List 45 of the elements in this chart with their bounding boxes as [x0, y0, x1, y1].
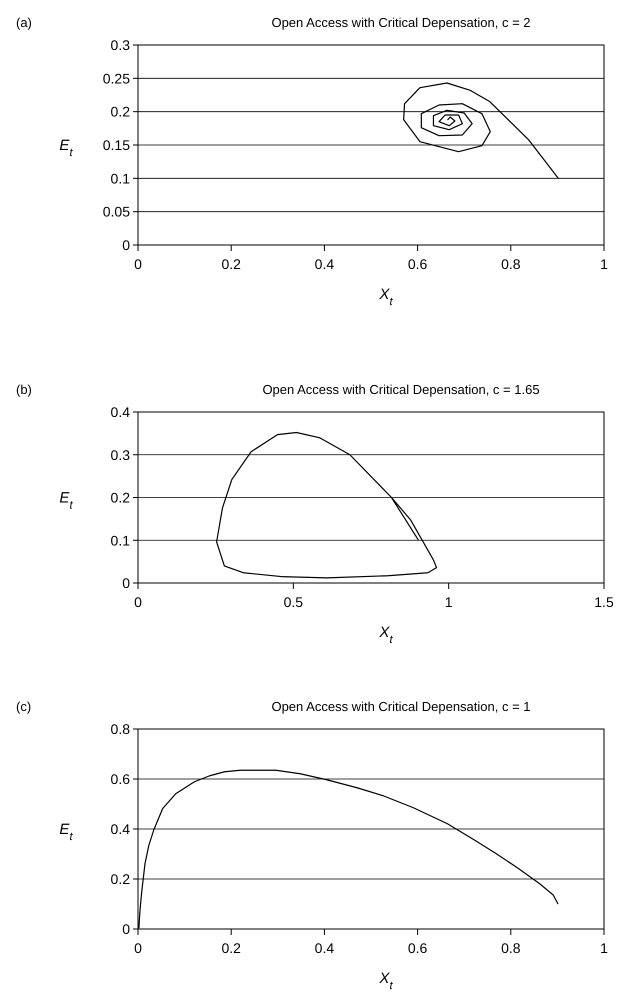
y-tick-label: 0.3 — [110, 446, 130, 463]
text: (a) — [16, 15, 32, 30]
y-tick-label: 0 — [122, 921, 130, 937]
y-tick-label: 0.8 — [110, 721, 130, 737]
y-tick-label: 0.25 — [102, 70, 130, 86]
y-tick-label: 0.2 — [110, 490, 130, 506]
x-axis-title: X$_{t}$ — [378, 970, 394, 992]
x-tick-label: 0.2 — [221, 940, 242, 956]
x-tick-label: 0.8 — [501, 256, 521, 272]
x-tick-label: 1 — [600, 256, 608, 272]
y-tick-label: 0.3 — [110, 37, 130, 53]
y-tick-label: 0.15 — [102, 137, 130, 153]
x-tick-label: 1.5 — [594, 594, 614, 610]
y-axis-title: E$_{t}$ — [59, 490, 74, 512]
y-axis-title: E$_{t}$ — [59, 137, 74, 159]
x-tick-label: 0.4 — [314, 940, 334, 956]
x-tick-label: 0 — [134, 256, 142, 272]
x-tick-label: 0.4 — [314, 256, 334, 272]
x-tick-label: 0.6 — [408, 940, 428, 956]
y-tick-label: 0.1 — [110, 170, 130, 186]
y-tick-label: 0.2 — [110, 104, 130, 120]
x-tick-label: 1 — [600, 940, 608, 956]
y-tick-label: 0 — [122, 237, 130, 253]
x-axis-title: X$_{t}$ — [378, 624, 394, 646]
x-tick-label: 0.2 — [221, 256, 242, 272]
chart-title: Open Access with Critical Depensation, c = 1 — [271, 699, 531, 714]
y-tick-label: 0 — [122, 575, 130, 591]
chart-title: Open Access with Critical Depensation, c = 1.65 — [262, 382, 540, 397]
text: (b) — [16, 382, 32, 397]
x-tick-label: 0 — [134, 940, 142, 956]
chart-title: Open Access with Critical Depensation, c = 2 — [271, 15, 531, 30]
y-tick-label: 0.6 — [110, 771, 130, 787]
x-tick-label: 0 — [134, 594, 142, 610]
y-tick-label: 0.2 — [110, 871, 130, 887]
y-tick-label: 0.05 — [102, 204, 130, 220]
x-axis-title: X$_{t}$ — [378, 286, 394, 308]
y-tick-label: 0.1 — [110, 532, 130, 548]
x-tick-label: 0.5 — [284, 594, 304, 610]
y-tick-label: 0.4 — [110, 821, 130, 837]
y-tick-label: 0.4 — [110, 404, 130, 420]
y-axis-title: E$_{t}$ — [59, 821, 74, 843]
x-tick-label: 0.8 — [501, 940, 521, 956]
x-tick-label: 1 — [444, 594, 453, 610]
x-tick-label: 0.6 — [408, 256, 428, 272]
text: (c) — [16, 699, 32, 714]
